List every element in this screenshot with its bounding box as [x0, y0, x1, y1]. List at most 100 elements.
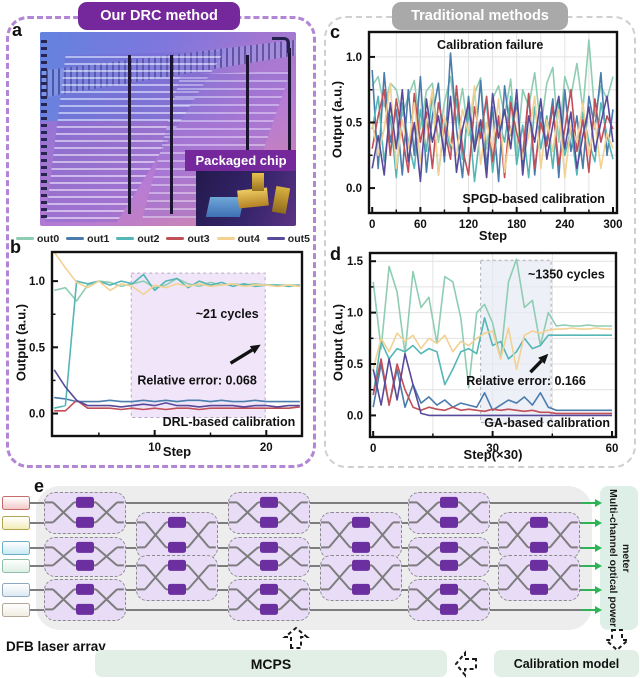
phase-shifter-icon [76, 559, 94, 571]
packaged-chip-label: Packaged chip [185, 150, 296, 171]
calibration-model-bar: Calibration model [494, 650, 639, 677]
gold-post-shape [252, 173, 264, 191]
tick-label: 1.0 [347, 308, 363, 320]
chart-annotation: Calibration failure [437, 38, 543, 52]
tick-label: 0.0 [347, 410, 363, 422]
mzi-unit [228, 579, 310, 621]
series-out0 [372, 258, 612, 389]
legend-swatch [66, 237, 85, 240]
tick-label: 0.5 [347, 359, 364, 371]
mzi-unit [408, 537, 490, 577]
mzi-unit [228, 492, 310, 534]
tick-label: 180 [507, 219, 526, 231]
annotation-arrowhead [538, 353, 549, 365]
drc-method-badge: Our DRC method [78, 2, 240, 30]
mzi-waveguides [409, 583, 488, 615]
phase-shifter-icon [168, 583, 186, 595]
mzi-waveguides [409, 496, 488, 528]
phase-shifter-icon [76, 583, 94, 595]
phase-shifter-icon [168, 516, 186, 528]
phase-shifter-icon [530, 583, 548, 595]
laser-box [2, 559, 30, 573]
phase-shifter-icon [352, 541, 370, 553]
series-out2 [371, 92, 614, 183]
c-xlabel: Step [478, 228, 508, 243]
legend-item: out0 [16, 233, 59, 245]
mzi-waveguides [409, 541, 488, 571]
phase-shifter-icon [530, 541, 548, 553]
output-arrow-icon [582, 562, 602, 570]
series-out3 [372, 358, 612, 415]
panel-label-d: d [330, 244, 341, 264]
series-out5 [371, 88, 614, 183]
d-ylabel: Output (a.u.) [330, 303, 346, 382]
phase-shifter-icon [352, 516, 370, 528]
output-arrow-icon [582, 519, 602, 527]
mzi-waveguides [229, 541, 308, 571]
mzi-waveguides [499, 516, 578, 553]
tick-label: 60 [606, 443, 619, 455]
mzi-unit [320, 555, 402, 601]
packaged-chip-inset [196, 171, 296, 226]
legend-label: out0 [37, 232, 60, 245]
output-arrow-icon [582, 544, 602, 552]
mzi-unit [136, 555, 218, 601]
photo-dark-line [128, 55, 131, 215]
mzi-waveguides [45, 583, 124, 615]
mzi-waveguides [499, 559, 578, 595]
phase-shifter-icon [168, 559, 186, 571]
mzi-unit [408, 579, 490, 621]
legend-item: out3 [166, 233, 210, 245]
mzi-unit [498, 512, 580, 559]
chart-annotation: ~21 cycles [196, 307, 259, 321]
legend-swatch [16, 237, 34, 240]
phase-shifter-icon [76, 516, 94, 528]
tick-label: 0.5 [29, 342, 46, 354]
series-out3 [54, 399, 300, 412]
c-ylabel: Output (a.u.) [329, 80, 345, 159]
mzi-waveguides [137, 516, 216, 553]
chart-annotation: GA-based calibration [484, 416, 610, 430]
laser-box [2, 541, 30, 555]
series-out1 [54, 396, 300, 403]
annotation-arrow [229, 348, 254, 365]
tick-label: 60 [414, 219, 427, 231]
dashed-left-arrow-icon [454, 650, 477, 678]
mzi-waveguides [321, 559, 400, 595]
chart-annotation: Relative error: 0.068 [137, 373, 257, 387]
photo-edge-couplers [41, 39, 47, 219]
mzi-mesh-background [36, 486, 592, 630]
d-xlabel: Step(×30) [463, 447, 523, 462]
legend-swatch [166, 237, 185, 240]
tick-label: 30 [486, 443, 499, 455]
legend-swatch [116, 237, 135, 240]
output-arrow-icon [582, 499, 602, 507]
gold-bracket-shape [271, 185, 291, 215]
tick-label: 0 [369, 219, 375, 231]
photo-corner-structure [272, 37, 290, 53]
chart-b: 10 20 0.0 0.5 1.0 ~21 cycles Relative error: 0… [29, 250, 304, 454]
phase-shifter-icon [440, 583, 458, 595]
dfb-laser-array-label: DFB laser array [6, 639, 106, 654]
dashed-down-arrow-icon [603, 629, 631, 652]
chart-d: 0 30 60 0.0 0.5 1.0 1.5 ~1350 cycles Relative er… [347, 251, 618, 455]
highlight-region [130, 272, 266, 418]
phase-shifter-icon [440, 496, 458, 508]
panel-label-c: c [330, 22, 341, 42]
phase-shifter-icon [352, 583, 370, 595]
output-arrow-icon [582, 586, 602, 594]
phase-shifter-icon [260, 541, 278, 553]
traditional-methods-badge: Traditional methods [392, 2, 568, 30]
b-xlabel: Step [162, 444, 192, 459]
chart-legend: out0 out1 out2 out3 out4 out5 [16, 231, 310, 246]
phase-shifter-icon [260, 496, 278, 508]
laser-box [2, 496, 30, 510]
mzi-unit [44, 492, 126, 534]
chart-c: 0 60 120 180 240 300 0.0 0.5 1.0 Calibration fail… [346, 30, 623, 231]
power-meter-label: Multi-channel optical power meter [607, 488, 633, 628]
phase-shifter-icon [76, 603, 94, 615]
legend-label: out4 [237, 232, 260, 245]
b-ylabel: Output (a.u.) [13, 303, 29, 382]
legend-item: out5 [266, 233, 310, 245]
chart-annotation: Relative error: 0.166 [466, 374, 586, 388]
